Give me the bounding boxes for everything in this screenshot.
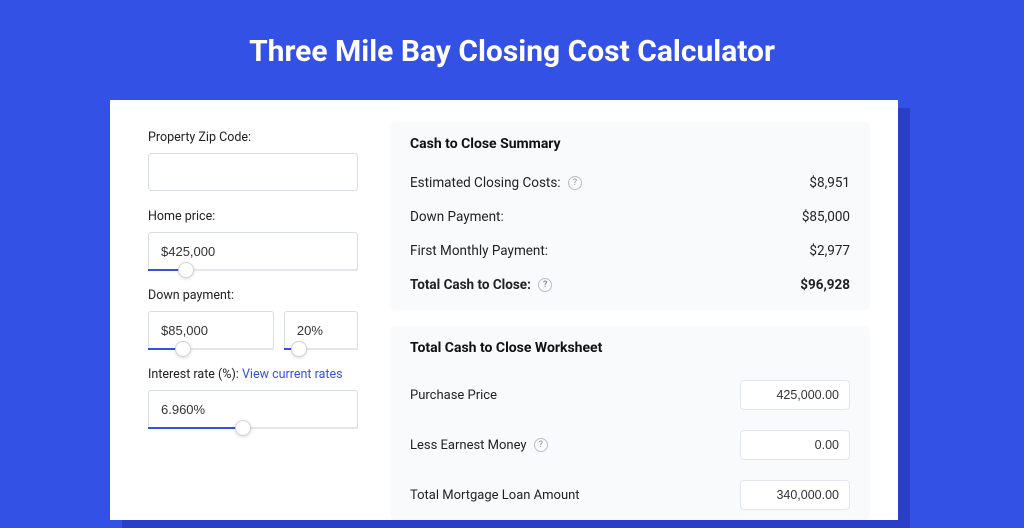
worksheet-title: Total Cash to Close Worksheet	[410, 340, 850, 356]
results-panel: Cash to Close Summary Estimated Closing …	[380, 100, 898, 520]
calculator-card: Property Zip Code: Home price: Down paym…	[110, 100, 898, 520]
interest-field-group: Interest rate (%): View current rates	[148, 367, 358, 428]
summary-label: Down Payment:	[410, 209, 504, 225]
worksheet-row-mortgage-amount: Total Mortgage Loan Amount	[410, 470, 850, 520]
home-price-label: Home price:	[148, 209, 358, 224]
down-payment-field-group: Down payment:	[148, 288, 358, 349]
summary-label: Estimated Closing Costs:	[410, 175, 561, 191]
worksheet-label: Less Earnest Money	[410, 438, 527, 453]
down-payment-percent-wrap	[284, 311, 358, 349]
worksheet-input-purchase-price[interactable]	[740, 380, 850, 410]
interest-slider-wrap	[148, 390, 358, 428]
down-payment-label: Down payment:	[148, 288, 358, 303]
dp-pct-slider-thumb[interactable]	[291, 341, 307, 357]
summary-label: First Monthly Payment:	[410, 243, 548, 259]
zip-input[interactable]	[148, 153, 358, 191]
summary-row-first-payment: First Monthly Payment: $2,977	[410, 234, 850, 268]
page-title: Three Mile Bay Closing Cost Calculator	[0, 0, 1024, 93]
worksheet-label: Purchase Price	[410, 388, 497, 403]
inputs-panel: Property Zip Code: Home price: Down paym…	[110, 100, 380, 520]
zip-field-group: Property Zip Code:	[148, 130, 358, 191]
down-payment-amount-input[interactable]	[148, 311, 274, 349]
worksheet-input-mortgage-amount[interactable]	[740, 480, 850, 510]
summary-value: $2,977	[809, 243, 850, 259]
zip-label: Property Zip Code:	[148, 130, 358, 145]
summary-total-value: $96,928	[800, 277, 850, 293]
worksheet-row-earnest-money: Less Earnest Money ?	[410, 420, 850, 470]
summary-row-down-payment: Down Payment: $85,000	[410, 200, 850, 234]
summary-row-total: Total Cash to Close: ? $96,928	[410, 268, 850, 302]
worksheet-label: Total Mortgage Loan Amount	[410, 488, 580, 503]
summary-row-closing-costs: Estimated Closing Costs: ? $8,951	[410, 166, 850, 200]
summary-value: $85,000	[802, 209, 850, 225]
worksheet-block: Total Cash to Close Worksheet Purchase P…	[390, 326, 870, 520]
summary-title: Cash to Close Summary	[410, 136, 850, 152]
interest-slider-thumb[interactable]	[235, 420, 251, 436]
down-payment-amount-wrap	[148, 311, 274, 349]
dp-amount-slider-thumb[interactable]	[175, 341, 191, 357]
home-price-slider-wrap	[148, 232, 358, 270]
view-rates-link[interactable]: View current rates	[242, 367, 343, 382]
summary-value: $8,951	[809, 175, 850, 191]
help-icon[interactable]: ?	[534, 438, 548, 452]
interest-slider-fill	[148, 427, 243, 429]
interest-input[interactable]	[148, 390, 358, 428]
worksheet-row-purchase-price: Purchase Price	[410, 370, 850, 420]
interest-label: Interest rate (%):	[148, 367, 239, 382]
worksheet-input-earnest-money[interactable]	[740, 430, 850, 460]
help-icon[interactable]: ?	[538, 278, 552, 292]
home-price-slider-thumb[interactable]	[178, 262, 194, 278]
home-price-field-group: Home price:	[148, 209, 358, 270]
interest-label-wrap: Interest rate (%): View current rates	[148, 367, 358, 382]
summary-total-label: Total Cash to Close:	[410, 277, 531, 293]
help-icon[interactable]: ?	[568, 176, 582, 190]
summary-block: Cash to Close Summary Estimated Closing …	[390, 122, 870, 310]
